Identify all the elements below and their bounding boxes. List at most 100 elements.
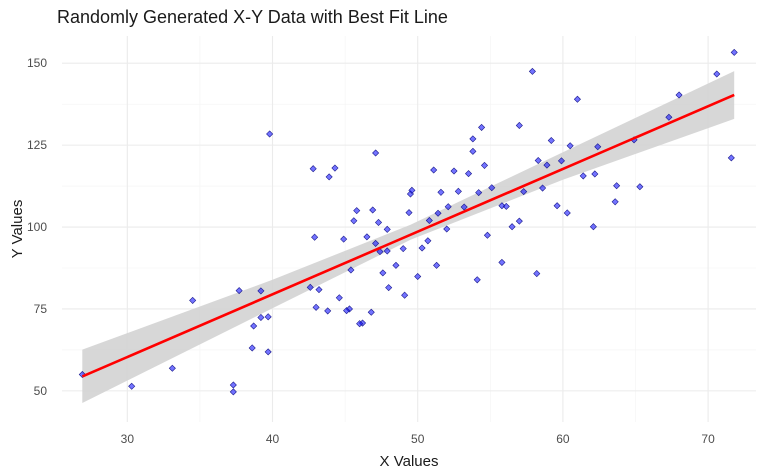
data-point [469,147,477,155]
data-point [367,308,375,316]
data-point [408,186,416,194]
data-point [369,206,377,214]
data-point [372,149,380,157]
data-point [324,307,332,315]
data-point [312,303,320,311]
data-point [636,183,644,191]
data-point [589,223,597,231]
data-point [594,143,602,151]
data-point [340,235,348,243]
data-point [229,388,237,396]
data-point [563,209,571,217]
data-point [424,237,432,245]
data-point [547,137,555,145]
data-point [343,307,351,315]
x-tick-label: 60 [556,432,570,446]
data-point [235,287,243,295]
y-tick-label: 125 [27,138,47,152]
data-point [376,248,384,256]
data-point [473,276,481,284]
data-point [515,121,523,129]
data-point [379,269,387,277]
data-point [383,225,391,233]
data-point [454,187,462,195]
data-point [730,48,738,56]
y-tick-label: 75 [34,302,48,316]
data-point [335,294,343,302]
best-fit-line [81,93,735,378]
data-point [383,247,391,255]
data-point [405,209,413,217]
data-point [713,70,721,78]
x-axis-title: X Values [380,453,439,470]
y-tick-label: 50 [34,384,48,398]
data-point [353,207,361,215]
data-point [460,203,468,211]
data-point [430,166,438,174]
data-point [356,320,364,328]
data-point [347,266,355,274]
data-point [443,225,451,233]
data-point [488,184,496,192]
data-point [250,322,258,330]
data-point [534,156,542,165]
data-point [533,270,541,278]
data-point [372,239,380,247]
data-point [311,233,319,241]
data-point [553,202,561,210]
data-point [539,184,547,192]
data-point [566,142,574,150]
data-point [257,313,265,321]
data-point [478,123,486,131]
data-point [579,172,587,180]
data-point [543,161,551,169]
data-point [520,188,528,196]
data-points [78,48,738,396]
y-tick-label: 100 [27,220,47,234]
data-point [306,283,314,291]
data-point [264,348,272,356]
data-point [573,95,581,103]
data-point [498,258,506,266]
data-point [331,164,339,172]
data-point [528,67,536,75]
x-tick-label: 40 [266,432,280,446]
data-point [675,91,683,99]
data-point [557,157,565,165]
data-point [437,188,445,196]
data-point [392,261,400,269]
data-point [229,381,237,389]
data-point [502,202,510,210]
data-point [498,202,506,210]
data-point [465,170,473,178]
data-point [363,233,371,241]
data-point [433,261,441,269]
data-point [309,165,317,173]
data-point [414,272,422,281]
data-point [475,189,483,197]
data-point [591,170,599,178]
data-point [434,209,442,217]
data-point [399,245,407,253]
data-point [469,135,477,143]
data-point [264,313,272,321]
data-point [401,291,409,299]
y-tick-label: 150 [27,56,47,70]
data-point [189,296,197,304]
data-point [350,217,358,225]
data-point [727,154,735,162]
data-point [444,203,452,211]
fit-line-layer [81,93,735,378]
data-point [425,216,433,225]
data-point [483,231,491,239]
data-point [385,284,393,292]
data-point [508,223,516,231]
data-point [315,286,323,294]
data-point [450,167,458,175]
data-point [248,344,256,352]
data-point [611,198,619,206]
x-tick-label: 70 [701,432,715,446]
chart-title: Randomly Generated X-Y Data with Best Fi… [57,7,448,27]
data-point [613,182,621,190]
